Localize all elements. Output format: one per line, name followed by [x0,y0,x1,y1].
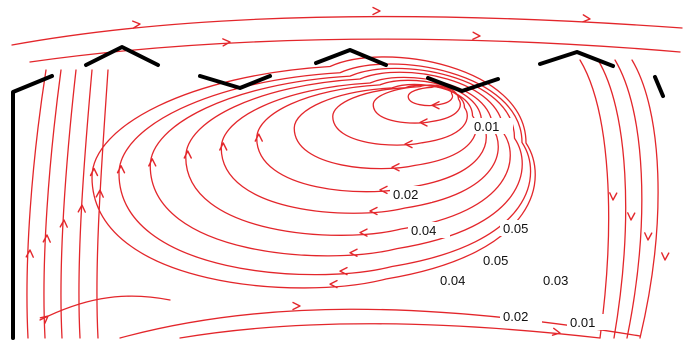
contour-label: 0.02 [503,309,528,324]
flow-arrow [95,189,104,198]
zigzag-wall-1 [84,45,160,67]
bottom-streamline [39,295,171,321]
flow-arrow [329,279,338,289]
flow-arrow [148,158,157,167]
zigzag-wall-2 [198,74,272,90]
flow-arrow [222,38,231,47]
right-wall [653,75,665,98]
left-upflow-streamline [26,69,47,339]
bottom-streamline [119,308,641,339]
left-upflow-streamline [78,69,93,339]
top-streamline [29,38,681,63]
contour-label: 0.04 [440,273,465,288]
flow-arrow [472,31,481,40]
flow-arrow [77,204,86,213]
flow-arrow [419,118,428,127]
right-downflow-streamline [579,59,610,339]
flow-arrow [349,248,358,257]
flow-arrow [42,234,51,243]
bottom-streamline [179,323,601,339]
streamlines [11,6,683,339]
zigzag-wall-3 [314,48,388,67]
flow-arrow [627,212,636,221]
flow-arrow [292,301,301,311]
flow-arrow [339,266,348,276]
recirculation-streamline [118,63,532,276]
flow-arrow [404,139,413,149]
contour-label: 0.01 [474,119,499,134]
left-upflow-streamline [43,69,62,339]
flow-arrow [609,192,618,201]
right-downflow-streamline [614,59,643,339]
flow-arrow [582,14,591,23]
contour-label: 0.02 [393,187,418,202]
zigzag-wall-5 [538,50,615,68]
flow-arrow [59,219,68,228]
flow-arrow [369,206,378,216]
flow-arrow [431,101,440,110]
flow-arrow [219,142,228,151]
recirculation-streamline [372,84,461,124]
flow-arrow [372,6,381,16]
contour-label: 0.04 [411,223,436,238]
flow-arrow [359,228,368,237]
flow-arrow [116,165,126,174]
boundary-walls [11,45,665,340]
left-wall [11,74,54,340]
flow-arrow [89,167,99,177]
recirculation-streamline [293,83,477,170]
recirculation-streamline [407,85,454,107]
recirculation-streamline [185,71,511,236]
flow-arrow [644,232,653,241]
flow-arrow [25,249,34,258]
contour-label: 0.05 [483,253,508,268]
top-streamline [11,15,683,46]
flow-arrow [254,133,263,142]
right-downflow-streamline [597,59,627,339]
flow-arrow [551,327,561,336]
flow-arrow [391,163,400,172]
recirculation-streamline [149,67,523,257]
flow-arrow [39,315,49,324]
left-upflow-streamline [60,69,77,339]
flow-arrow [379,185,388,195]
recirculation-streamline [91,56,536,289]
left-upflow-streamline [96,69,109,339]
flow-arrow [183,150,192,159]
zigzag-wall-4 [426,76,500,93]
flow-arrow [661,252,670,261]
right-downflow-streamline [631,59,659,339]
contour-label: 0.01 [570,315,595,330]
contour-label: 0.03 [543,273,568,288]
contour-label: 0.05 [503,221,528,236]
contour-labels: 0.01 0.02 0.04 0.05 0.05 0.04 0.03 0.02 … [390,118,609,330]
flow-arrow [132,20,141,29]
